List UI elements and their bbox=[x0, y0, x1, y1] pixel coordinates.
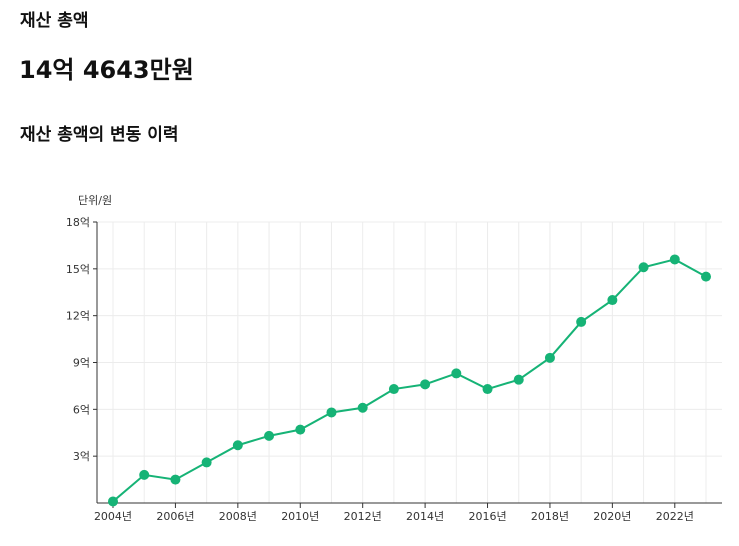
data-point bbox=[201, 457, 212, 468]
x-tick-label: 2012년 bbox=[344, 510, 382, 523]
chart-title: 재산 총액의 변동 이력 bbox=[20, 125, 179, 145]
x-tick-label: 2020년 bbox=[593, 510, 631, 523]
total-amount: 14억 4643만원 bbox=[19, 56, 194, 84]
data-point bbox=[420, 379, 431, 390]
unit-label: 단위/원 bbox=[78, 194, 112, 207]
data-point bbox=[232, 440, 243, 451]
data-point bbox=[544, 352, 555, 363]
data-point bbox=[264, 430, 275, 441]
axes bbox=[93, 221, 722, 508]
x-tick-label: 2014년 bbox=[406, 510, 444, 523]
y-tick-label: 6억 bbox=[73, 403, 90, 416]
data-point bbox=[295, 424, 306, 435]
data-point bbox=[669, 254, 680, 265]
grid bbox=[97, 221, 722, 503]
data-point bbox=[357, 402, 368, 413]
data-point bbox=[388, 384, 399, 395]
data-point bbox=[451, 368, 462, 379]
x-tick-label: 2008년 bbox=[219, 510, 257, 523]
data-point bbox=[482, 384, 493, 395]
x-tick-label: 2018년 bbox=[531, 510, 569, 523]
data-point bbox=[108, 496, 118, 507]
y-tick-label: 12억 bbox=[66, 310, 90, 323]
x-tick-label: 2004년 bbox=[94, 510, 132, 523]
data-point bbox=[701, 271, 711, 282]
data-point bbox=[638, 262, 649, 273]
data-point bbox=[170, 474, 181, 485]
x-tick-label: 2016년 bbox=[468, 510, 506, 523]
y-tick-label: 9억 bbox=[73, 357, 90, 370]
data-point bbox=[513, 374, 524, 385]
x-tick-label: 2010년 bbox=[281, 510, 319, 523]
x-tick-label: 2022년 bbox=[656, 510, 694, 523]
y-tick-label: 15억 bbox=[66, 263, 90, 276]
data-point bbox=[576, 316, 587, 327]
data-point bbox=[139, 469, 150, 480]
data-point bbox=[326, 407, 337, 418]
data-point bbox=[607, 295, 618, 306]
series bbox=[108, 254, 711, 507]
page-title: 재산 총액 bbox=[20, 11, 89, 31]
y-tick-label: 3억 bbox=[73, 450, 90, 463]
y-tick-label: 18억 bbox=[66, 216, 90, 229]
series-line bbox=[112, 258, 707, 503]
axis-labels: 3억 6억 9억 12억 15억 18억 2004년 2006년 2008년 2010년 2012년… bbox=[66, 194, 694, 523]
x-tick-label: 2006년 bbox=[156, 510, 194, 523]
